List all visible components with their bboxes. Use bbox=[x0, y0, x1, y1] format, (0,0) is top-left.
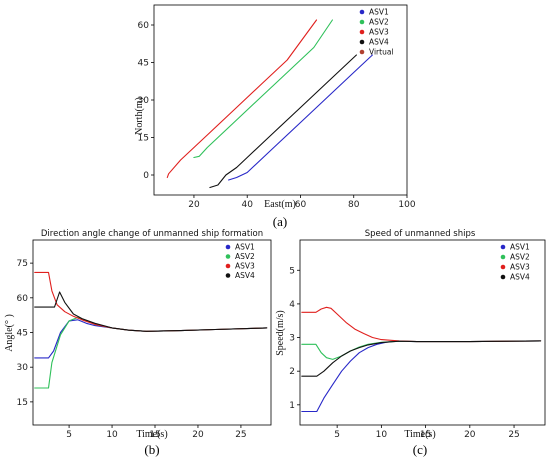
panel-c-series-asv4-line bbox=[301, 340, 542, 377]
panel-b-legend-marker bbox=[225, 254, 231, 259]
panel-b-label: (b) bbox=[144, 442, 159, 457]
panel-b-legend-entry: ASV3 bbox=[235, 262, 255, 271]
panel-a-legend-entry: ASV2 bbox=[369, 18, 389, 27]
panel-b-legend-marker bbox=[225, 263, 231, 269]
panel-c-ytick-label: 3 bbox=[289, 334, 295, 344]
panel-b-ylabel: Angle(° ) bbox=[4, 314, 15, 352]
panel-a-legend-marker bbox=[359, 39, 365, 45]
panel-c-label: (c) bbox=[413, 442, 427, 457]
panel-c-xlabel: Time(s) bbox=[404, 429, 435, 440]
panel-b-ytick-label: 30 bbox=[17, 363, 29, 373]
panel-a-legend-entry: ASV1 bbox=[369, 8, 389, 17]
panel-a-series-asv1-line bbox=[228, 54, 373, 181]
panel-c-xtick-label: 20 bbox=[464, 430, 476, 440]
panel-c-plot-frame bbox=[299, 239, 546, 426]
panel-a-xtick-label: 40 bbox=[241, 200, 253, 210]
panel-b-series-asv1-line bbox=[34, 319, 268, 359]
panel-a-xtick-label: 80 bbox=[348, 200, 360, 210]
panel-c-series-asv2-line bbox=[301, 340, 542, 360]
panel-b-ytick-label: 45 bbox=[17, 329, 28, 339]
panel-a-legend-marker bbox=[359, 9, 365, 15]
panel-c-xtick-label: 15 bbox=[420, 430, 431, 440]
panel-c-legend-marker bbox=[500, 274, 506, 280]
panel-a-series-asv2-line bbox=[193, 19, 333, 159]
panel-b-xtick-label: 10 bbox=[106, 430, 118, 440]
panel-a-ytick-label: 60 bbox=[138, 21, 150, 31]
panel-a-legend-marker bbox=[359, 19, 365, 25]
panel-c-ytick-label: 2 bbox=[289, 367, 295, 377]
panel-c-legend-marker bbox=[500, 254, 506, 260]
panel-b-legend-entry: ASV4 bbox=[235, 271, 255, 280]
panel-b-xtick-label: 5 bbox=[66, 430, 72, 440]
panel-b-xlabel: Time(s) bbox=[136, 429, 167, 440]
panel-a-legend-entry: ASV3 bbox=[369, 28, 389, 37]
panel-b-legend-marker bbox=[225, 244, 231, 250]
panel-c-legend-entry: ASV2 bbox=[510, 253, 530, 262]
panel-c-legend-marker bbox=[500, 264, 506, 270]
panel-b-ytick-label: 15 bbox=[17, 398, 28, 408]
panel-c-series-asv3-line bbox=[301, 306, 542, 343]
panel-b-xtick-label: 15 bbox=[149, 430, 160, 440]
panel-c-ytick-label: 5 bbox=[289, 266, 295, 276]
panel-b-series-asv2-line bbox=[34, 316, 268, 389]
panel-c-series-asv1-line bbox=[301, 340, 542, 413]
panel-a-legend-entry: ASV4 bbox=[369, 38, 389, 47]
panel-b-xtick-label: 20 bbox=[192, 430, 204, 440]
panel-b-legend-entry: ASV2 bbox=[235, 252, 255, 261]
panel-a-series-asv4-line bbox=[209, 54, 357, 189]
panel-a-series-asv3-line bbox=[166, 19, 318, 179]
panel-b: Direction angle change of unmanned ship … bbox=[4, 229, 272, 457]
panel-b-title: Direction angle change of unmanned ship … bbox=[41, 229, 263, 239]
panel-c-title: Speed of unmanned ships bbox=[365, 229, 476, 239]
panel-a-xlabel: East(m) bbox=[264, 199, 296, 210]
panel-a-xtick-label: 60 bbox=[295, 200, 307, 210]
panel-a: 20 40 60 80 100 0 15 30 45 60 ASV1ASV2ASV3ASV4Virt… bbox=[134, 4, 416, 229]
panel-b-ytick-label: 60 bbox=[17, 294, 29, 304]
panel-a-label: (a) bbox=[273, 214, 287, 229]
panel-c-ylabel: Speed(m/s) bbox=[275, 310, 286, 356]
panel-a-ytick-label: 30 bbox=[138, 96, 150, 106]
panel-a-ytick-label: 15 bbox=[138, 134, 149, 144]
panel-a-ytick-label: 0 bbox=[143, 171, 149, 181]
panel-c-xtick-label: 10 bbox=[376, 430, 388, 440]
panel-c-legend-entry: ASV1 bbox=[510, 243, 530, 252]
panel-c-legend-marker bbox=[500, 244, 506, 250]
panel-b-series-asv3-line bbox=[34, 271, 268, 332]
panel-c-ytick-label: 4 bbox=[289, 300, 295, 310]
panel-c: Speed of unmanned ships 5 10 15 20 25 1 2 3 4 5 AS… bbox=[275, 229, 546, 457]
panel-a-legend-marker bbox=[359, 49, 365, 55]
panel-c-legend-entry: ASV3 bbox=[510, 263, 530, 272]
panel-c-legend-entry: ASV4 bbox=[510, 273, 530, 282]
panel-b-xtick-label: 25 bbox=[235, 430, 246, 440]
panel-c-xtick-label: 5 bbox=[334, 430, 340, 440]
panel-a-legend-entry: Virtual bbox=[369, 48, 394, 57]
panel-c-xtick-label: 25 bbox=[508, 430, 519, 440]
panel-a-legend-marker bbox=[359, 29, 365, 35]
panel-a-xtick-label: 100 bbox=[398, 200, 415, 210]
panel-b-series-asv4-line bbox=[34, 291, 268, 332]
panel-a-ylabel: North(m) bbox=[134, 97, 145, 135]
panel-a-ytick-label: 45 bbox=[138, 59, 149, 69]
panel-b-ytick-label: 75 bbox=[17, 259, 28, 269]
panel-c-ytick-label: 1 bbox=[289, 401, 295, 411]
panel-b-legend-entry: ASV1 bbox=[235, 243, 255, 252]
panel-a-xtick-label: 20 bbox=[188, 200, 200, 210]
panel-b-legend-marker bbox=[225, 273, 231, 278]
